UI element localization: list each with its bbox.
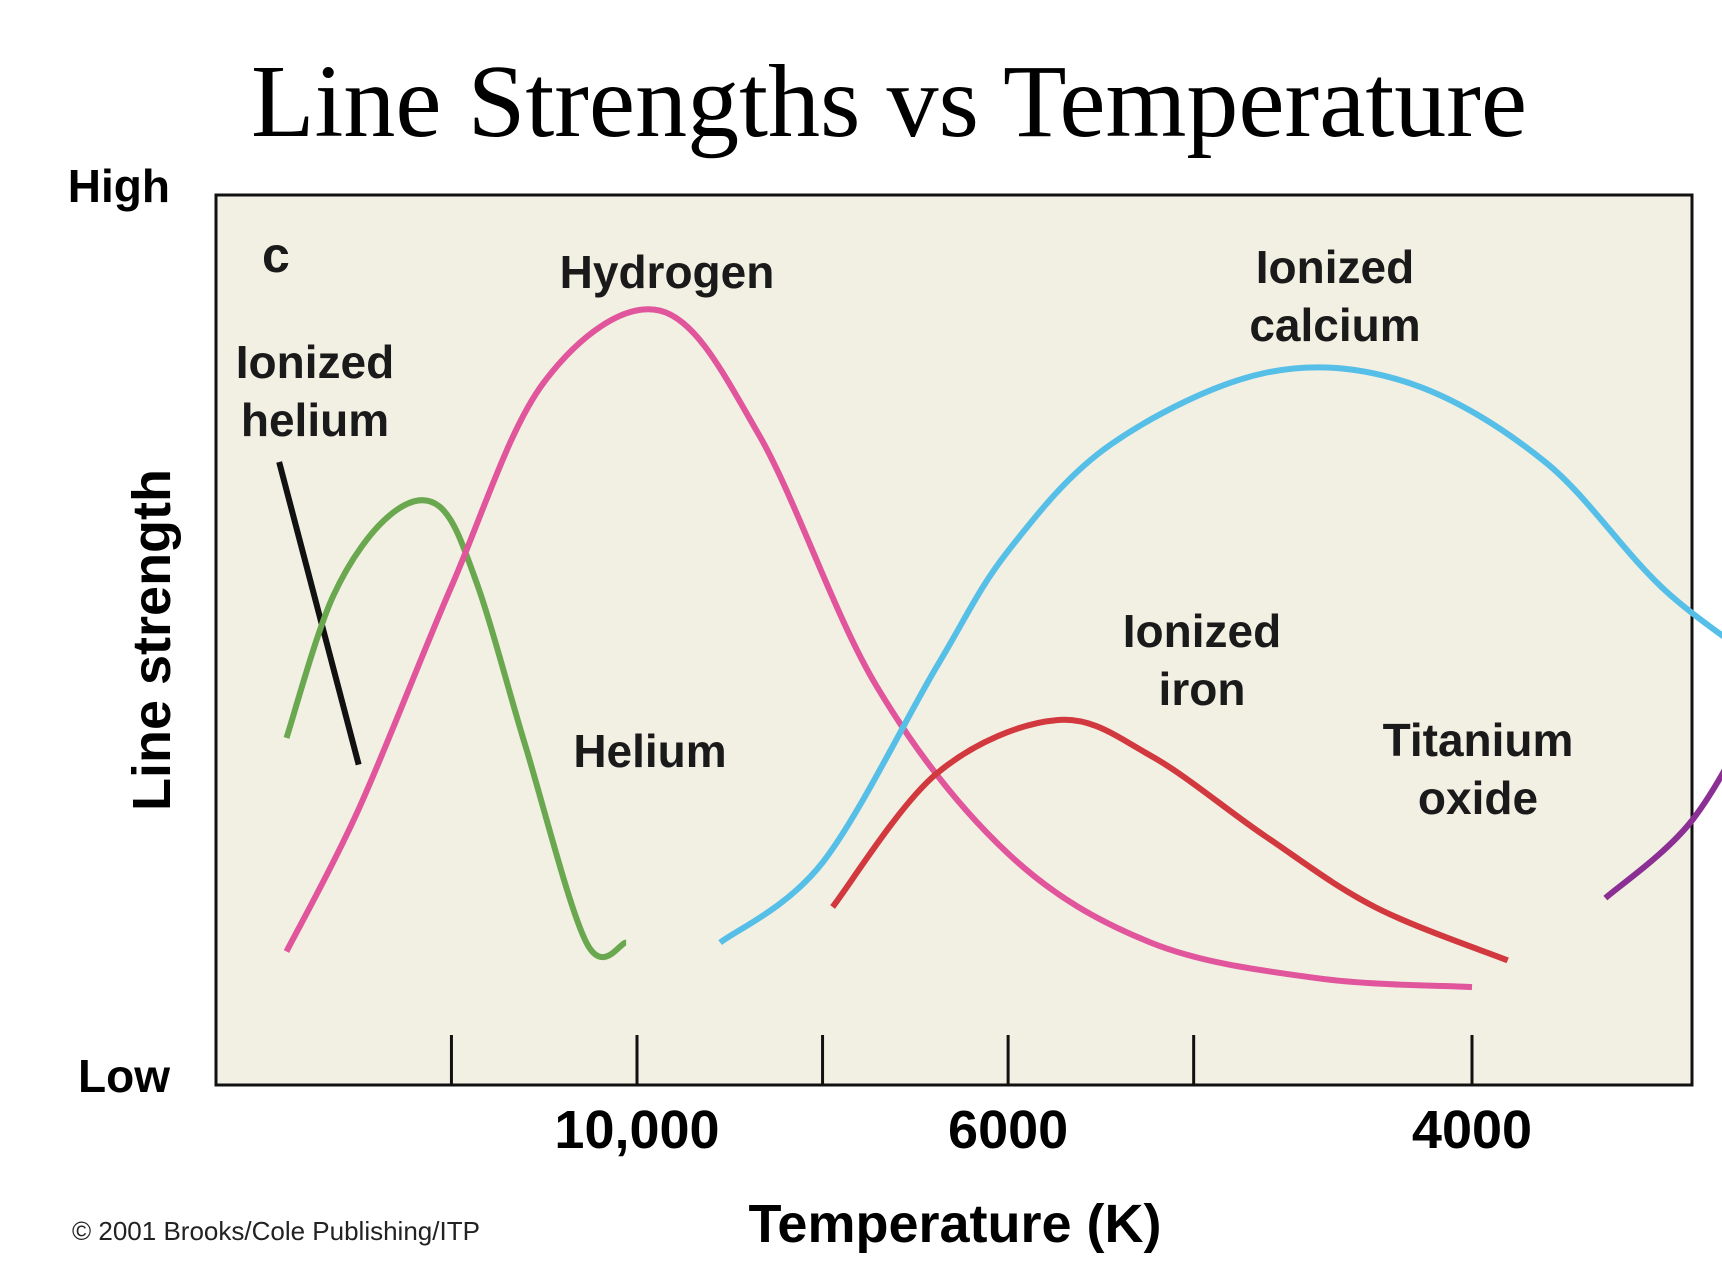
titanium-oxide-curve: [1603, 768, 1722, 901]
x-ticks: [449, 1035, 1474, 1085]
x-tick-labels: 10,000 6000 4000: [554, 1100, 1532, 1160]
ionized-iron-curve: [830, 716, 1509, 964]
ionized-calcium-label: calcium: [1249, 299, 1420, 351]
x-tick-label: 10,000: [554, 1100, 719, 1160]
titanium-oxide-label: Titanium: [1383, 714, 1574, 766]
chart-title: Line Strengths vs Temperature: [251, 44, 1527, 159]
hydrogen-curve: [283, 306, 1473, 991]
ionized-iron-label: Ionized: [1123, 605, 1281, 657]
x-tick-label: 6000: [948, 1100, 1068, 1160]
series-curves: [276, 306, 1722, 991]
hydrogen-label: Hydrogen: [560, 246, 775, 298]
x-tick-label: 4000: [1412, 1100, 1532, 1160]
ionized-calcium-curve: [718, 364, 1722, 946]
x-axis-label: Temperature (K): [748, 1194, 1161, 1254]
ionized-helium-label: Ionized: [236, 336, 394, 388]
ionized-calcium-label: Ionized: [1256, 241, 1414, 293]
y-low-label: Low: [78, 1050, 170, 1102]
series-labels: Ionized helium Helium Hydrogen Ionized calciu…: [236, 241, 1574, 824]
panel-letter: c: [262, 227, 290, 283]
y-high-label: High: [68, 160, 170, 212]
titanium-oxide-label: oxide: [1418, 772, 1538, 824]
helium-curve: [283, 497, 628, 961]
y-axis-label: Line strength: [122, 469, 182, 811]
ionized-helium-label: helium: [241, 394, 389, 446]
ionized-iron-label: iron: [1159, 663, 1246, 715]
ionized-helium-curve: [276, 461, 362, 766]
copyright-text: © 2001 Brooks/Cole Publishing/ITP: [72, 1216, 480, 1246]
helium-label: Helium: [573, 725, 726, 777]
